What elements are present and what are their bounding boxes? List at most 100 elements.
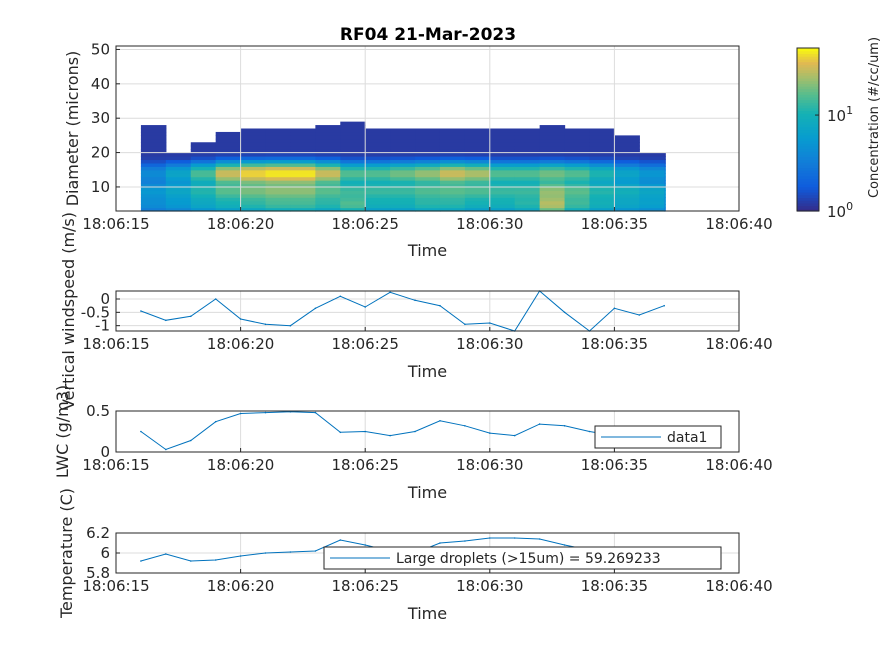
colorbar: 100 101 Concentration (#/cc/um) xyxy=(796,37,882,221)
heatmap-cell xyxy=(639,159,665,164)
heatmap-cell xyxy=(315,138,341,143)
heatmap-cell xyxy=(539,131,566,136)
heatmap-cell xyxy=(215,156,242,161)
heatmap-cell xyxy=(215,200,242,205)
heatmap-cell xyxy=(365,145,391,150)
data-point xyxy=(214,420,217,423)
heatmap-cell xyxy=(140,186,167,191)
heatmap-cell xyxy=(340,200,366,205)
data-point xyxy=(464,540,466,542)
heatmap-cell xyxy=(664,193,666,198)
heatmap-cell xyxy=(564,193,591,198)
heatmap-cell xyxy=(140,204,167,209)
colorbar-segment xyxy=(797,67,819,71)
data-point xyxy=(563,544,566,546)
heatmap-cell xyxy=(165,183,192,188)
heatmap-cell xyxy=(415,197,441,202)
heatmap-cell xyxy=(489,173,516,178)
heatmap-cell xyxy=(639,173,665,178)
heatmap-cell xyxy=(415,131,441,136)
heatmap-cell xyxy=(439,207,466,212)
heatmap-cell xyxy=(140,162,167,167)
legend-label: Large droplets (>15um) = 59.269233 xyxy=(396,551,661,567)
heatmap-cell xyxy=(140,207,167,212)
heatmap-cell xyxy=(140,145,167,150)
data-point xyxy=(190,439,192,442)
heatmap-cell xyxy=(589,197,615,202)
heatmap-cell xyxy=(340,190,366,195)
heatmap-cell xyxy=(165,176,192,181)
heatmap-cell xyxy=(639,183,665,188)
heatmap-cell xyxy=(315,180,341,185)
heatmap-cell xyxy=(464,197,491,202)
heatmap-cell xyxy=(439,183,466,188)
heatmap-cell xyxy=(464,166,491,171)
heatmap-cell xyxy=(614,149,640,154)
heatmap-cell xyxy=(464,152,491,157)
heatmap-cell xyxy=(390,204,416,209)
heatmap-cell xyxy=(365,176,391,181)
heatmap-cell xyxy=(489,131,516,136)
heatmap-cell xyxy=(415,135,441,140)
heatmap-cell xyxy=(265,180,292,185)
heatmap-cell xyxy=(265,145,292,150)
y-tick-label: 0.5 xyxy=(86,402,110,420)
x-tick-label: 18:06:15 xyxy=(82,456,149,474)
heatmap-cell xyxy=(464,159,491,164)
y-axis-label: Vertical windspeed (m/s) xyxy=(59,212,78,410)
y-tick-label: 5.8 xyxy=(86,564,110,582)
heatmap-cell xyxy=(365,173,391,178)
data-point xyxy=(439,304,441,307)
heatmap-cell xyxy=(489,193,516,198)
heatmap-cell xyxy=(514,183,541,188)
heatmap-cell xyxy=(514,142,541,147)
heatmap-cell xyxy=(415,149,441,154)
heatmap-cell xyxy=(390,183,416,188)
data-point xyxy=(414,430,416,433)
colorbar-segment xyxy=(797,153,819,158)
heatmap-cell xyxy=(365,183,391,188)
heatmap-cell xyxy=(315,166,341,171)
heatmap-cell xyxy=(290,183,316,188)
data-point xyxy=(314,411,317,414)
heatmap-cell xyxy=(215,173,242,178)
heatmap-cell xyxy=(390,128,416,133)
data-point xyxy=(489,432,491,434)
heatmap-cell xyxy=(439,180,466,185)
heatmap-cell xyxy=(165,166,192,171)
heatmap-cell xyxy=(340,152,366,157)
heatmap-cell xyxy=(489,152,516,157)
heatmap-cell xyxy=(390,166,416,171)
panel-4: 18:06:15 18:06:20 18:06:25 18:06:30 18:06:35… xyxy=(57,488,773,623)
heatmap-cell xyxy=(290,135,316,140)
heatmap-cell xyxy=(265,204,292,209)
heatmap-cell xyxy=(340,166,366,171)
heatmap-cell xyxy=(140,138,167,143)
heatmap-cell xyxy=(165,193,192,198)
heatmap-cell xyxy=(589,200,615,205)
colorbar-segment xyxy=(797,191,819,196)
heatmap-cell xyxy=(190,159,217,164)
x-tick-label: 18:06:40 xyxy=(705,335,772,353)
heatmap-cell xyxy=(539,156,566,161)
heatmap-cell xyxy=(290,166,316,171)
heatmap-cell xyxy=(639,152,665,157)
colorbar-segment xyxy=(797,88,819,93)
heatmap-cell xyxy=(589,145,615,150)
heatmap-cell xyxy=(390,207,416,212)
x-axis-label: Time xyxy=(407,604,447,623)
heatmap-cell xyxy=(415,166,441,171)
heatmap-cell xyxy=(589,159,615,164)
heatmap-cell xyxy=(265,159,292,164)
heatmap-cell xyxy=(439,149,466,154)
heatmap-cell xyxy=(614,159,640,164)
heatmap-cell xyxy=(290,207,316,212)
heatmap-cell xyxy=(589,156,615,161)
data-point xyxy=(489,322,491,324)
heatmap-cell xyxy=(340,204,366,209)
gridlines xyxy=(115,291,740,331)
heatmap-cell xyxy=(140,149,167,154)
colorbar-frame xyxy=(796,47,820,212)
axes-box xyxy=(115,45,740,212)
data-point xyxy=(140,560,142,562)
